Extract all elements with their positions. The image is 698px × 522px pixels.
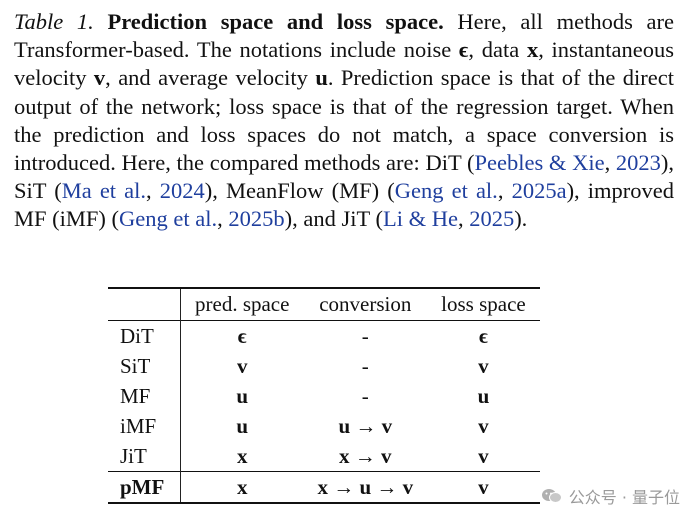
method-cell: DiT bbox=[120, 323, 154, 348]
citation-link[interactable]: Ma et al. bbox=[61, 178, 147, 204]
citation-year-link[interactable]: 2025 bbox=[469, 206, 515, 232]
pred-cell: ϵ bbox=[180, 320, 304, 351]
caption-text: , bbox=[146, 178, 152, 204]
method-cell: MF bbox=[120, 383, 151, 408]
method-cell: iMF bbox=[120, 413, 157, 438]
header-pred-space: pred. space bbox=[180, 288, 304, 321]
citation-link[interactable]: Peebles & Xie bbox=[474, 150, 605, 176]
loss-cell: v bbox=[478, 413, 489, 438]
symbol-noise: ϵ bbox=[458, 37, 469, 63]
table-row: DiT ϵ - ϵ bbox=[108, 320, 540, 351]
method-cell: pMF bbox=[120, 474, 165, 499]
pred-cell: x bbox=[180, 471, 304, 503]
table-row: MF u - u bbox=[108, 381, 540, 411]
citation-year-link[interactable]: 2024 bbox=[159, 178, 205, 204]
method-cell: JiT bbox=[120, 443, 147, 468]
table-header-row: pred. space conversion loss space bbox=[108, 288, 540, 321]
header-conversion: conversion bbox=[319, 292, 412, 316]
method-cell: SiT bbox=[120, 353, 151, 378]
symbol-velocity: v bbox=[93, 65, 106, 91]
caption-text: Here, all methods are Transformer-based.… bbox=[14, 9, 675, 63]
caption-text: ), improved MF (iMF) ( bbox=[14, 178, 675, 232]
comparison-table: pred. space conversion loss space DiT ϵ … bbox=[108, 287, 540, 504]
caption-text: ), and JiT ( bbox=[284, 206, 383, 232]
table-row: iMF u u → v v bbox=[108, 411, 540, 441]
caption-text: , bbox=[604, 150, 611, 176]
table-row: SiT v - v bbox=[108, 351, 540, 381]
pred-cell: u bbox=[180, 381, 304, 411]
conversion-cell: x → v bbox=[339, 443, 392, 468]
conversion-cell: x → u → v bbox=[317, 474, 414, 499]
caption-text: , data bbox=[468, 37, 520, 63]
pred-cell: u bbox=[180, 411, 304, 441]
caption-title: Prediction space and loss space. bbox=[107, 9, 444, 34]
citation-year-link[interactable]: 2025b bbox=[228, 206, 285, 232]
loss-cell: ϵ bbox=[479, 323, 488, 348]
header-loss-space: loss space bbox=[441, 292, 526, 316]
loss-cell: v bbox=[478, 474, 489, 499]
symbol-avg-velocity: u bbox=[315, 65, 328, 91]
header-method bbox=[108, 288, 181, 321]
citation-link[interactable]: Li & He bbox=[382, 206, 458, 232]
table-row-highlight: pMF x x → u → v v bbox=[108, 471, 540, 503]
citation-year-link[interactable]: 2023 bbox=[615, 150, 661, 176]
caption-text: , instantaneous velocity bbox=[14, 37, 675, 91]
citation-link[interactable]: Geng et al. bbox=[119, 206, 218, 232]
conversion-cell: - bbox=[361, 323, 369, 348]
conversion-cell: u → v bbox=[338, 413, 393, 438]
table-caption: Table 1. Prediction space and loss space… bbox=[14, 8, 674, 234]
caption-text: . Prediction space is that of the direct… bbox=[14, 65, 675, 176]
watermark: 公众号 · 量子位 bbox=[541, 484, 680, 508]
pred-cell: v bbox=[180, 351, 304, 381]
caption-text: , and average velocity bbox=[105, 65, 308, 91]
caption-label: Table 1. bbox=[14, 9, 94, 34]
caption-text: , bbox=[457, 206, 464, 232]
symbol-data: x bbox=[526, 37, 539, 63]
watermark-text: 公众号 · 量子位 bbox=[568, 488, 680, 507]
caption-text: ), MeanFlow (MF) ( bbox=[204, 178, 395, 204]
loss-cell: v bbox=[478, 443, 489, 468]
caption-text: , bbox=[217, 206, 223, 232]
caption-text: , bbox=[497, 178, 504, 204]
citation-year-link[interactable]: 2025a bbox=[511, 178, 567, 204]
caption-text: ). bbox=[514, 206, 528, 232]
wechat-icon bbox=[541, 489, 562, 503]
conversion-cell: - bbox=[361, 353, 369, 378]
conversion-cell: - bbox=[361, 383, 369, 408]
loss-cell: u bbox=[477, 383, 490, 408]
loss-cell: v bbox=[478, 353, 489, 378]
table-row: JiT x x → v v bbox=[108, 441, 540, 472]
citation-link[interactable]: Geng et al. bbox=[394, 178, 498, 204]
pred-cell: x bbox=[180, 441, 304, 472]
caption-text: ), SiT ( bbox=[14, 150, 674, 204]
